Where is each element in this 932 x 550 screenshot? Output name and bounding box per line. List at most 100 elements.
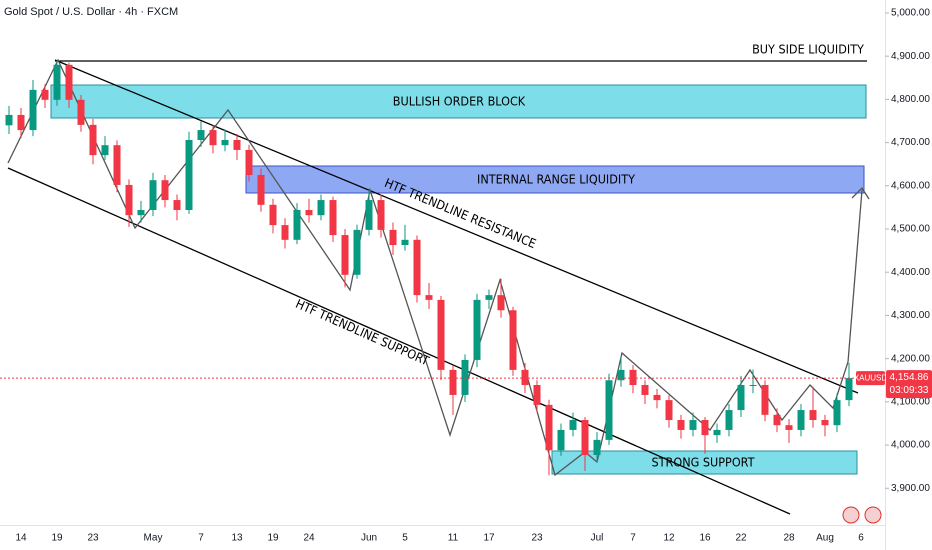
support-trendline [7,167,791,515]
candle-body [5,114,13,126]
candle-body [365,200,373,230]
candle-body [17,114,25,131]
candle-body [677,420,685,430]
candle-body [413,239,421,296]
y-tick-label: 4,500.00 [891,224,930,235]
candle-body [725,410,733,430]
candle-body [785,425,793,430]
candle-body [509,310,517,370]
candle-body [245,149,253,175]
candle-body [329,200,337,236]
symbol-label: XAUUSD [854,373,888,382]
candle-body [197,130,205,140]
candle-body [389,229,397,245]
x-tick-label: Jul [591,533,604,544]
resistance-trendline [54,59,859,394]
y-tick-label: 4,600.00 [891,180,930,191]
candle-body [821,420,829,426]
candle-body [317,200,325,216]
last-price-label: 4,154.86 [890,372,929,383]
candle-body [581,420,589,455]
x-tick-label: 22 [735,533,747,544]
candle-body [293,210,301,240]
x-tick-label: 23 [87,533,99,544]
x-tick-label: 14 [15,533,27,544]
candle-body [545,404,553,451]
candle-body [773,414,781,426]
y-tick-label: 5,000.00 [891,8,930,19]
candle-body [629,369,637,385]
candle-body [113,145,121,185]
symbol-tag [856,371,885,386]
candle-body [41,89,49,100]
x-tick-label: 5 [402,533,408,544]
candle-body [797,410,805,430]
candle-body [65,64,73,100]
candle-body [233,140,241,150]
candle-body [125,184,133,216]
y-tick-label: 3,900.00 [891,483,930,494]
candle-body [353,229,361,275]
candle-body [269,204,277,226]
annotation: BULLISH ORDER BLOCK [393,94,526,109]
candle-body [29,89,37,131]
candle-body [425,295,433,300]
candle-body [161,180,169,201]
candle-body [617,369,625,381]
candle-body [713,429,721,436]
candle-body [737,385,745,411]
x-tick-label: 17 [483,533,495,544]
candle-body [461,359,469,395]
candle-body [101,145,109,156]
x-tick-label: 16 [699,533,711,544]
x-tick-label: 24 [303,533,315,544]
candle-body [761,385,769,415]
candle-body [305,210,313,216]
candle-body [473,299,481,360]
drawings [7,58,870,515]
candle-body [689,420,697,430]
candle-body [221,140,229,146]
y-tick-label: 4,800.00 [891,94,930,105]
countdown-label: 03:09:33 [890,385,929,396]
x-tick-label: 28 [783,533,795,544]
candle-body [845,378,853,401]
y-tick-label: 4,900.00 [891,51,930,62]
x-tick-label: 6 [858,533,864,544]
candle-body [557,429,565,451]
x-tick-label: 7 [198,533,204,544]
candle-body [749,385,757,386]
y-tick-label: 4,700.00 [891,137,930,148]
x-tick-label: 19 [267,533,279,544]
candle-body [89,124,97,156]
y-tick-label: 4,200.00 [891,353,930,364]
x-tick-label: 13 [231,533,243,544]
annotation: STRONG SUPPORT [652,455,755,470]
candle-body [281,225,289,240]
candle-body [53,64,61,100]
projection-arrowhead [851,186,870,200]
candle-body [449,369,457,395]
x-tick-label: Jun [361,533,377,544]
candle-body [605,380,613,440]
x-tick-label: 23 [531,533,543,544]
candle-body [497,295,505,311]
candle-body [641,385,649,395]
range-liquidity-zone [245,165,865,194]
candles [5,60,853,476]
candle-body [341,235,349,275]
x-tick-label: May [144,533,163,544]
candle-body [701,420,709,436]
x-tick-label: 11 [448,533,459,544]
candle-body [653,394,661,401]
x-tick-label: 7 [630,533,636,544]
candle-body [485,295,493,300]
annotation: INTERNAL RANGE LIQUIDITY [477,172,635,187]
candle-body [665,400,673,420]
candle-body [593,439,601,455]
order-block-zone [50,84,867,119]
candle-body [137,210,145,216]
candle-body [185,140,193,210]
y-tick-label: 4,100.00 [891,396,930,407]
